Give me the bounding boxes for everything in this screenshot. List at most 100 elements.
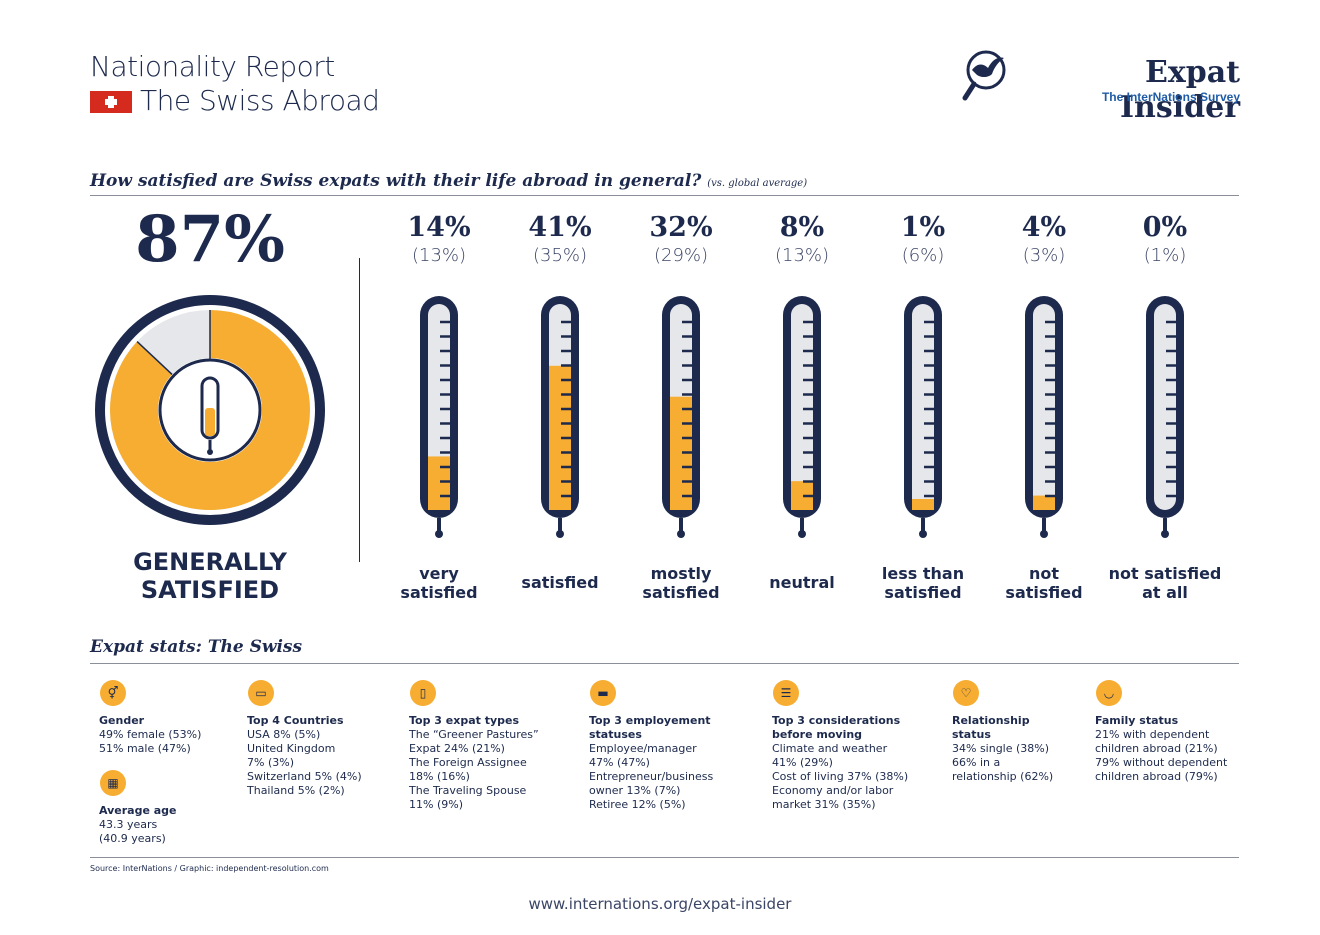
category-label-line1: very bbox=[419, 564, 459, 583]
stat-line: relationship (62%) bbox=[952, 770, 1054, 783]
swiss-flag-icon bbox=[90, 91, 132, 113]
column-values: 1% (6%) bbox=[863, 212, 983, 266]
stat-title: Top 3 expat types bbox=[409, 714, 520, 727]
column-values: 4% (3%) bbox=[984, 212, 1104, 266]
overall-value: 87% bbox=[135, 202, 285, 277]
global-average-percent: (35%) bbox=[532, 245, 588, 266]
stat-line: 34% single (38%) bbox=[952, 742, 1050, 755]
stat-line: 7% (3%) bbox=[247, 756, 294, 769]
stat-considerations: Top 3 considerations before moving Clima… bbox=[772, 714, 942, 812]
thermometer-bar bbox=[904, 296, 942, 538]
category-label-line1: mostly bbox=[650, 564, 712, 583]
satisfaction-donut bbox=[90, 290, 330, 530]
divider bbox=[90, 663, 1239, 664]
global-average-percent: (1%) bbox=[1143, 245, 1187, 266]
stat-age: Average age 43.3 years (40.9 years) bbox=[99, 804, 239, 846]
category-label-line1: not satisfied bbox=[1108, 564, 1222, 583]
briefcase-icon: ▬ bbox=[590, 680, 616, 706]
category-label: very satisfied bbox=[374, 564, 504, 602]
stat-title: Relationship bbox=[952, 714, 1030, 727]
global-average-percent: (3%) bbox=[1022, 245, 1066, 266]
gender-icon: ⚥ bbox=[100, 680, 126, 706]
category-label: not satisfied bbox=[979, 564, 1109, 602]
stat-line: market 31% (35%) bbox=[772, 798, 876, 811]
stat-relationship: Relationship status 34% single (38%) 66%… bbox=[952, 714, 1082, 784]
stat-line: Retiree 12% (5%) bbox=[589, 798, 686, 811]
stat-title: Family status bbox=[1095, 714, 1179, 727]
category-label-line1: neutral bbox=[769, 573, 835, 592]
stat-line: 11% (9%) bbox=[409, 798, 463, 811]
stat-countries: Top 4 Countries USA 8% (5%) United Kingd… bbox=[247, 714, 397, 798]
stat-title: Average age bbox=[99, 804, 177, 817]
category-label-line1: less than bbox=[881, 564, 965, 583]
thermometer-bar bbox=[420, 296, 458, 538]
stat-line: 49% female (53%) bbox=[99, 728, 202, 741]
divider bbox=[90, 195, 1239, 196]
stat-line: 18% (16%) bbox=[409, 770, 470, 783]
category-label: mostly satisfied bbox=[616, 564, 746, 602]
country-title: The Swiss Abroad bbox=[140, 84, 380, 117]
overall-label-line1: GENERALLY bbox=[133, 548, 287, 576]
category-label: satisfied bbox=[495, 573, 625, 592]
stat-line: 51% male (47%) bbox=[99, 742, 191, 755]
stat-line: 47% (47%) bbox=[589, 756, 650, 769]
stroller-icon: ◡ bbox=[1096, 680, 1122, 706]
column-values: 8% (13%) bbox=[742, 212, 862, 266]
stat-line: Economy and/or labor bbox=[772, 784, 894, 797]
divider bbox=[90, 857, 1239, 858]
stat-expat-types: Top 3 expat types The “Greener Pastures”… bbox=[409, 714, 574, 812]
stat-title: statuses bbox=[589, 728, 642, 741]
satisfaction-percent: 14% bbox=[407, 212, 471, 243]
column-values: 0% (1%) bbox=[1105, 212, 1225, 266]
thermometer-bar bbox=[1025, 296, 1063, 538]
stat-line: 43.3 years bbox=[99, 818, 158, 831]
stat-line: owner 13% (7%) bbox=[589, 784, 681, 797]
satisfaction-percent: 8% bbox=[779, 212, 825, 243]
stat-line: Entrepreneur/business bbox=[589, 770, 714, 783]
column-values: 41% (35%) bbox=[500, 212, 620, 266]
stat-line: The Foreign Assignee bbox=[409, 756, 527, 769]
stat-line: 41% (29%) bbox=[772, 756, 833, 769]
satisfaction-percent: 4% bbox=[1021, 212, 1067, 243]
global-average-percent: (6%) bbox=[901, 245, 945, 266]
stat-line: Expat 24% (21%) bbox=[409, 742, 505, 755]
stat-title: before moving bbox=[772, 728, 863, 741]
calendar-icon: ▦ bbox=[100, 770, 126, 796]
heart-icon: ♡ bbox=[953, 680, 979, 706]
thermometer-bar bbox=[783, 296, 821, 538]
stat-gender: Gender 49% female (53%) 51% male (47%) bbox=[99, 714, 239, 756]
category-label: neutral bbox=[737, 573, 867, 592]
global-average-percent: (13%) bbox=[774, 245, 830, 266]
satisfaction-percent: 41% bbox=[528, 212, 592, 243]
report-title: Nationality Report bbox=[90, 50, 335, 83]
stats-heading: Expat stats: The Swiss bbox=[90, 637, 303, 657]
question-heading: How satisfied are Swiss expats with thei… bbox=[90, 171, 807, 191]
stat-line: children abroad (79%) bbox=[1095, 770, 1218, 783]
thermometer-bar bbox=[662, 296, 700, 538]
stat-title: Top 3 considerations bbox=[772, 714, 901, 727]
stat-line: 21% with dependent bbox=[1095, 728, 1210, 741]
stat-title: Top 3 employement bbox=[589, 714, 711, 727]
stat-title: status bbox=[952, 728, 991, 741]
brand-subtitle: The InterNations Survey bbox=[1101, 90, 1240, 104]
category-label: less than satisfied bbox=[858, 564, 988, 602]
stat-line: Switzerland 5% (4%) bbox=[247, 770, 362, 783]
magnifier-bird-icon bbox=[962, 48, 1010, 104]
stat-line: The “Greener Pastures” bbox=[409, 728, 539, 741]
global-average-percent: (13%) bbox=[411, 245, 467, 266]
stat-line: (40.9 years) bbox=[99, 832, 166, 845]
category-label-line2: satisfied bbox=[400, 583, 478, 602]
question-text: How satisfied are Swiss expats with thei… bbox=[90, 171, 702, 191]
brand-name: Expat Insider bbox=[1120, 55, 1240, 125]
footer-url[interactable]: www.internations.org/expat-insider bbox=[528, 895, 792, 913]
stat-line: USA 8% (5%) bbox=[247, 728, 321, 741]
category-label-line2: satisfied bbox=[642, 583, 720, 602]
stat-line: Thailand 5% (2%) bbox=[247, 784, 345, 797]
column-values: 14% (13%) bbox=[379, 212, 499, 266]
category-label-line1: not bbox=[1028, 564, 1060, 583]
column-values: 32% (29%) bbox=[621, 212, 741, 266]
stat-title: Top 4 Countries bbox=[247, 714, 344, 727]
stat-line: 79% without dependent bbox=[1095, 756, 1228, 769]
stat-line: Employee/manager bbox=[589, 742, 697, 755]
stat-line: children abroad (21%) bbox=[1095, 742, 1218, 755]
